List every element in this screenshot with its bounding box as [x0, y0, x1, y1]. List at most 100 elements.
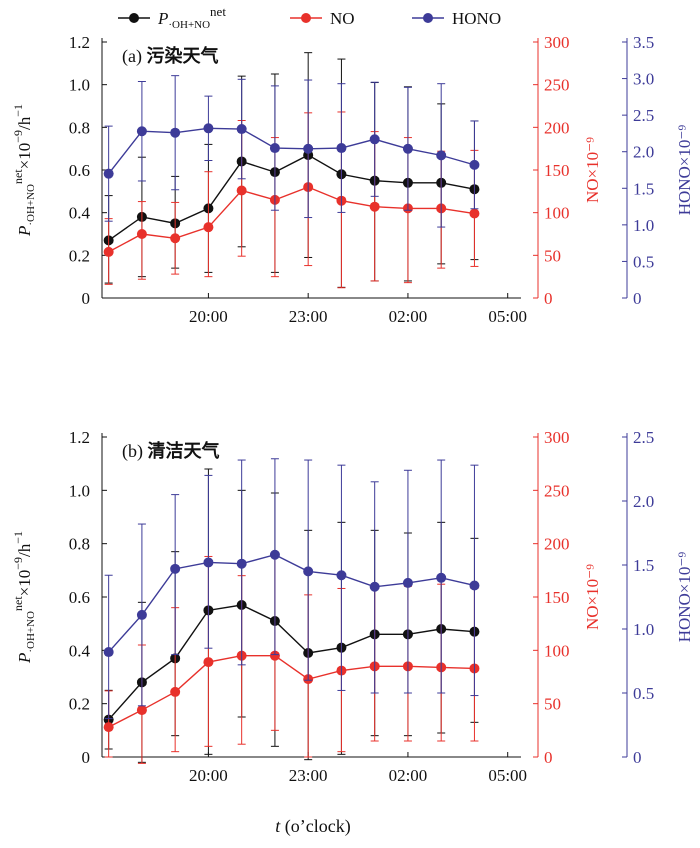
data-point	[136, 609, 147, 620]
series-line	[108, 604, 475, 721]
hono-axis-tick-label: 2.5	[633, 428, 654, 447]
hono-axis-tick-label: 1.5	[633, 556, 654, 575]
hono-axis-tick-label: 3.5	[633, 33, 654, 52]
legend-label-sup: net	[210, 4, 226, 19]
series-line	[108, 154, 475, 241]
no-axis-tick-label: 300	[544, 428, 570, 447]
no-axis-tick-label: 100	[544, 641, 570, 660]
panel-label: (b) 清洁天气	[122, 440, 220, 462]
left-tick-label: 0.8	[69, 118, 90, 137]
ylabel-main: P	[15, 653, 34, 664]
xlabel-rest: (o’clock)	[280, 816, 350, 837]
ylabel-rest-sup: −9	[11, 130, 25, 143]
panel-title: 清洁天气	[148, 440, 220, 462]
hono-axis-tick-label: 0	[633, 289, 642, 308]
x-tick-label: 05:00	[488, 307, 527, 326]
ylabel-sub: ·OH+NO	[25, 184, 37, 226]
left-tick-label: 1.0	[69, 76, 90, 95]
legend-marker-2	[423, 13, 433, 23]
series-no	[103, 553, 480, 764]
legend-marker-1	[301, 13, 311, 23]
data-point	[203, 657, 214, 668]
left-tick-label: 1.2	[69, 428, 90, 447]
data-point	[170, 127, 181, 138]
data-point	[103, 722, 114, 733]
no-axis-tick-label: 200	[544, 118, 570, 137]
x-tick-label: 23:00	[289, 766, 328, 785]
no-axis-label: NO×10⁻⁹	[583, 564, 602, 630]
series-line	[108, 186, 475, 253]
data-point	[336, 143, 347, 154]
ylabel-tail-sup: −1	[11, 104, 25, 117]
no-axis-tick-label: 200	[544, 535, 570, 554]
legend-label-sub: ·OH+NO	[168, 19, 210, 31]
hono-axis-tick-label: 0	[633, 748, 642, 767]
ylabel-rest: ×10	[15, 570, 34, 597]
data-point	[203, 222, 214, 233]
data-point	[170, 686, 181, 697]
no-axis-label: NO×10⁻⁹	[583, 137, 602, 203]
data-point	[303, 143, 314, 154]
ylabel-sup: net	[11, 169, 25, 184]
data-point	[136, 705, 147, 716]
ylabel-rest-sup: −9	[11, 557, 25, 570]
no-axis-tick-label: 0	[544, 289, 553, 308]
legend-label-0: P·OH+NOnet	[157, 4, 226, 31]
left-axis-label: P·OH+NOnet×10−9/h−1	[11, 104, 37, 237]
hono-axis-label: HONO×10⁻⁹	[675, 552, 694, 643]
data-point	[369, 581, 380, 592]
x-tick-label: 20:00	[189, 766, 228, 785]
series-hono	[103, 458, 480, 720]
hono-axis-tick-label: 2.0	[633, 492, 654, 511]
left-axis-label: P·OH+NOnet×10−9/h−1	[11, 531, 37, 664]
left-tick-label: 0.2	[69, 695, 90, 714]
data-point	[203, 557, 214, 568]
data-point	[269, 650, 280, 661]
no-axis-tick-label: 250	[544, 76, 570, 95]
legend-label-main: NO	[330, 9, 355, 28]
ylabel-sub: ·OH+NO	[25, 611, 37, 653]
ylabel-main: P	[15, 226, 34, 237]
x-axis-label: t (o’clock)	[275, 816, 350, 837]
left-tick-label: 0.6	[69, 161, 90, 180]
data-point	[203, 123, 214, 134]
data-point	[469, 159, 480, 170]
left-tick-label: 0.8	[69, 535, 90, 554]
series-hono	[103, 75, 480, 228]
series-p-net	[103, 52, 480, 288]
legend-label-main: HONO	[452, 9, 501, 28]
data-point	[369, 201, 380, 212]
left-tick-label: 0.4	[69, 641, 91, 660]
x-tick-label: 02:00	[389, 766, 428, 785]
series-line	[108, 554, 475, 653]
data-point	[336, 570, 347, 581]
data-point	[103, 246, 114, 257]
left-tick-label: 0	[82, 748, 91, 767]
data-point	[303, 566, 314, 577]
hono-axis-tick-label: 2.5	[633, 106, 654, 125]
legend-marker-0	[129, 13, 139, 23]
left-tick-label: 0	[82, 289, 91, 308]
ylabel-tail-sup: −1	[11, 531, 25, 544]
hono-axis-tick-label: 0.5	[633, 684, 654, 703]
no-axis-tick-label: 50	[544, 246, 561, 265]
no-axis-tick-label: 300	[544, 33, 570, 52]
left-tick-label: 0.4	[69, 204, 91, 223]
left-tick-label: 1.0	[69, 481, 90, 500]
series-line	[108, 127, 475, 175]
x-tick-label: 23:00	[289, 307, 328, 326]
legend-label-main: P	[157, 9, 168, 28]
data-point	[103, 168, 114, 179]
x-tick-label: 05:00	[488, 766, 527, 785]
panel-title: 污染天气	[146, 45, 218, 67]
legend: P·OH+NOnet NO HONO	[118, 4, 501, 31]
data-point	[469, 580, 480, 591]
data-point	[170, 563, 181, 574]
ylabel-tail: /h	[15, 543, 34, 557]
hono-axis-tick-label: 2.0	[633, 143, 654, 162]
no-axis-tick-label: 150	[544, 161, 570, 180]
no-axis-tick-label: 100	[544, 204, 570, 223]
series-p-net	[103, 468, 480, 763]
panel-b: 0 0.2 0.4 0.6 0.8 1.0 1.2 0 50 100 150 200 250 300 0 0.…	[11, 428, 694, 785]
data-point	[170, 233, 181, 244]
